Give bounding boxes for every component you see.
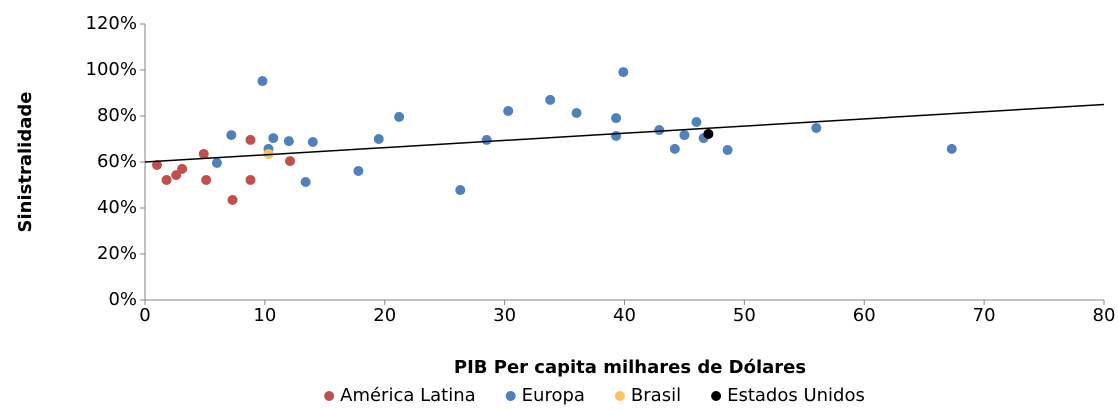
x-tick-label: 20 [373, 305, 396, 326]
point [283, 136, 294, 147]
point [245, 174, 256, 185]
point [285, 156, 296, 167]
point [545, 94, 556, 105]
point [691, 116, 702, 127]
point [946, 143, 957, 154]
y-tick-label: 60% [97, 151, 137, 172]
point [198, 148, 209, 159]
point [481, 134, 492, 145]
point [353, 165, 364, 176]
y-tick-label: 100% [86, 59, 137, 80]
point [161, 174, 172, 185]
point [177, 163, 188, 174]
point [611, 113, 622, 124]
x-tick-label: 60 [853, 305, 876, 326]
legend-label: Estados Unidos [727, 385, 865, 406]
point [703, 128, 714, 139]
legend-label: Europa [522, 385, 585, 406]
x-tick-label: 0 [139, 305, 150, 326]
point [227, 194, 238, 205]
y-tick-label: 0% [108, 289, 137, 310]
legend-label: Brasil [631, 385, 681, 406]
y-tick-label: 20% [97, 243, 137, 264]
legend-label: América Latina [340, 385, 476, 406]
y-tick-label: 40% [97, 197, 137, 218]
point [151, 159, 162, 170]
point [455, 185, 466, 196]
x-tick-label: 40 [613, 305, 636, 326]
legend-marker [324, 391, 335, 401]
point [201, 174, 212, 185]
point [669, 143, 680, 154]
point [503, 105, 514, 116]
point [571, 108, 582, 119]
point [373, 134, 384, 144]
point [307, 136, 318, 147]
point [679, 130, 690, 141]
point [722, 145, 733, 156]
point [611, 131, 622, 142]
x-tick-label: 80 [1093, 305, 1116, 326]
point [257, 76, 268, 87]
y-axis-title: Sinistralidade [15, 92, 36, 233]
point [226, 130, 237, 141]
point [654, 125, 665, 136]
point [211, 157, 222, 168]
x-axis-title: PIB Per capita milhares de Dólares [454, 357, 806, 378]
legend-marker [711, 391, 722, 401]
point [618, 67, 629, 78]
y-tick-label: 80% [97, 105, 137, 126]
point [268, 133, 279, 144]
point [811, 122, 822, 133]
point [245, 134, 256, 145]
x-tick-label: 30 [493, 305, 516, 326]
y-tick-label: 120% [86, 13, 137, 34]
point [171, 170, 182, 181]
x-tick-label: 10 [253, 305, 276, 326]
trendline [144, 103, 1105, 163]
point [394, 111, 405, 122]
point [300, 177, 311, 188]
legend-marker [505, 391, 516, 401]
x-tick-label: 50 [733, 305, 756, 326]
x-tick-label: 70 [973, 305, 996, 326]
legend-marker [614, 391, 625, 401]
